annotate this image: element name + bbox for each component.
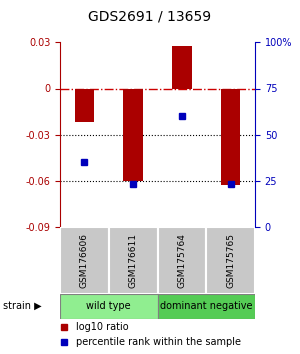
Text: percentile rank within the sample: percentile rank within the sample (76, 337, 241, 348)
Bar (60, 294, 158, 319)
Text: GSM175764: GSM175764 (177, 233, 186, 288)
Text: wild type: wild type (86, 301, 131, 311)
Bar (60, 227, 109, 294)
Bar (221, 88, 240, 185)
Text: dominant negative: dominant negative (160, 301, 253, 311)
Text: GSM175765: GSM175765 (226, 233, 235, 288)
Bar (206, 227, 255, 294)
Text: log10 ratio: log10 ratio (76, 321, 128, 332)
Bar (158, 227, 206, 294)
Text: strain ▶: strain ▶ (3, 301, 42, 311)
Bar (123, 88, 143, 181)
Bar (109, 227, 158, 294)
Bar (172, 46, 192, 88)
Text: GSM176611: GSM176611 (129, 233, 138, 288)
Text: GDS2691 / 13659: GDS2691 / 13659 (88, 9, 212, 23)
Bar (158, 294, 255, 319)
Text: GSM176606: GSM176606 (80, 233, 89, 288)
Bar (75, 88, 94, 122)
